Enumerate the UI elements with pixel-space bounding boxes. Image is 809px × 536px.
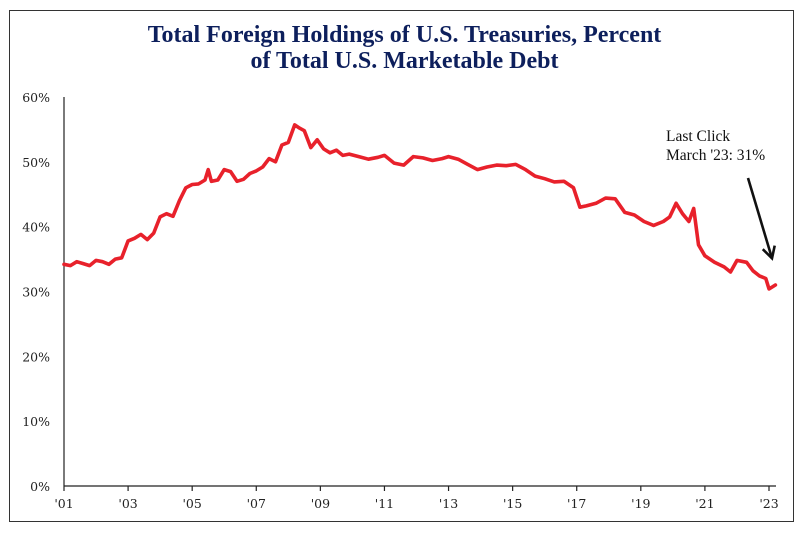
x-tick-label: '15 bbox=[503, 496, 522, 511]
y-tick-label: 10% bbox=[22, 414, 50, 429]
y-tick-labels: 0% 10% 20% 30% 40% 50% 60% bbox=[22, 90, 50, 494]
x-tick-label: '13 bbox=[439, 496, 458, 511]
last-value-annotation: Last Click March '23: 31% bbox=[666, 127, 765, 165]
series-line bbox=[62, 123, 778, 291]
y-tick-label: 40% bbox=[22, 220, 50, 235]
x-ticks: '01 '03 '05 '07 '09 '11 '13 '15 '17 '19 '21 '23 bbox=[54, 486, 779, 511]
x-tick-label: '03 bbox=[118, 496, 137, 511]
annotation-arrow-shaft bbox=[746, 177, 774, 259]
x-tick-label: '01 bbox=[54, 496, 73, 511]
annotation-line-1: Last Click bbox=[666, 128, 731, 145]
chart-title-line-2: of Total U.S. Marketable Debt bbox=[250, 48, 559, 74]
chart-frame bbox=[9, 10, 794, 522]
axes bbox=[63, 97, 776, 487]
series-group bbox=[62, 123, 778, 291]
y-tick-label: 50% bbox=[22, 155, 50, 170]
annotation-arrow bbox=[746, 177, 776, 261]
x-tick-label: '17 bbox=[567, 496, 586, 511]
chart-title: Total Foreign Holdings of U.S. Treasurie… bbox=[0, 22, 809, 74]
x-tick-label: '11 bbox=[375, 496, 394, 511]
y-tick-label: 0% bbox=[30, 479, 50, 494]
x-tick-label: '19 bbox=[631, 496, 650, 511]
annotation-arrow-head bbox=[761, 245, 776, 261]
x-tick-label: '21 bbox=[695, 496, 714, 511]
y-tick-label: 20% bbox=[22, 349, 50, 364]
x-tick-label: '07 bbox=[247, 496, 266, 511]
annotation-line-2: March '23: 31% bbox=[666, 147, 766, 164]
chart-title-line-1: Total Foreign Holdings of U.S. Treasurie… bbox=[147, 22, 662, 48]
y-tick-label: 60% bbox=[22, 90, 50, 105]
x-tick-label: '23 bbox=[759, 496, 778, 511]
x-tick-label: '09 bbox=[311, 496, 330, 511]
x-tick-label: '05 bbox=[183, 496, 202, 511]
y-tick-label: 30% bbox=[22, 285, 50, 300]
